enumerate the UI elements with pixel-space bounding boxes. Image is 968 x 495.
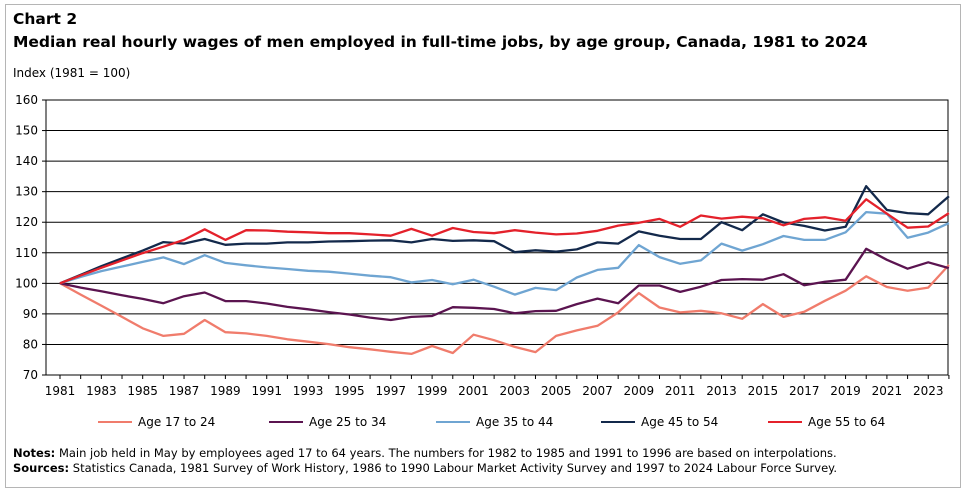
notes-block: Notes: Main job held in May by employees… [13, 446, 837, 476]
x-tick-labels: 1981 1983 1985 1987 1989 1991 1993 1995 1997 1999… [45, 384, 944, 398]
sources-text: Statistics Canada, 1981 Survey of Work H… [72, 461, 837, 475]
notes-line: Notes: Main job held in May by employees… [13, 446, 837, 461]
x-tick-label: 1981 [45, 384, 76, 398]
x-tick-label: 2017 [789, 384, 820, 398]
x-tick-label: 2011 [665, 384, 696, 398]
notes-label: Notes: [13, 446, 56, 460]
legend-item-age-17-to-24: Age 17 to 24 [98, 415, 215, 429]
legend-label: Age 55 to 64 [808, 415, 886, 429]
x-tick-label: 2007 [582, 384, 613, 398]
series-line-1 [59, 264, 950, 356]
legend-item-age-25-to-34: Age 25 to 34 [269, 415, 386, 429]
x-tick-label: 2015 [748, 384, 779, 398]
series-line-4 [59, 185, 950, 285]
x-tick-label: 1997 [375, 384, 406, 398]
legend-item-age-35-to-44: Age 35 to 44 [436, 415, 553, 429]
y-tick-label: 90 [23, 307, 38, 321]
legend-swatch [98, 421, 132, 423]
y-tick-label: 140 [15, 154, 38, 168]
legend: Age 17 to 24 Age 25 to 34 Age 35 to 44 A… [0, 415, 968, 433]
legend-swatch [768, 421, 802, 423]
x-tick-label: 1989 [210, 384, 241, 398]
x-tick-label: 2005 [541, 384, 572, 398]
y-tick-label: 120 [15, 215, 38, 229]
plot-area-border [45, 99, 949, 376]
gridlines [42, 99, 950, 379]
x-tick-label: 1993 [293, 384, 324, 398]
x-tick-label: 1983 [86, 384, 117, 398]
legend-label: Age 17 to 24 [138, 415, 216, 429]
notes-text: Main job held in May by employees aged 1… [58, 446, 837, 460]
legend-item-age-55-to-64: Age 55 to 64 [768, 415, 885, 429]
chart-frame [5, 4, 961, 488]
series-lines [59, 185, 950, 356]
legend-label: Age 45 to 54 [641, 415, 719, 429]
legend-swatch [601, 421, 635, 423]
legend-swatch [269, 421, 303, 423]
series-line-5 [59, 198, 950, 285]
x-tick-label: 1995 [334, 384, 365, 398]
x-tick-label: 2021 [872, 384, 903, 398]
series-line-3 [59, 210, 950, 296]
y-tick-label: 130 [15, 185, 38, 199]
x-tick-label: 1985 [127, 384, 158, 398]
y-tick-label: 110 [15, 246, 38, 260]
legend-label: Age 25 to 34 [309, 415, 387, 429]
legend-swatch [436, 421, 470, 423]
y-tick-label: 160 [15, 93, 38, 107]
series-line-2 [59, 247, 950, 322]
y-tick-labels: 70 80 90 100 110 120 130 140 150 160 [15, 93, 38, 382]
y-axis-unit-label: Index (1981 = 100) [13, 66, 131, 80]
x-tick-label: 1999 [417, 384, 448, 398]
y-tick-label: 80 [23, 337, 38, 351]
y-tick-label: 100 [15, 276, 38, 290]
x-tick-label: 2003 [500, 384, 531, 398]
x-tick-label: 2009 [624, 384, 655, 398]
x-tick-label: 2023 [913, 384, 944, 398]
y-tick-label: 70 [23, 368, 38, 382]
x-tick-label: 1987 [169, 384, 200, 398]
x-tick-label: 2019 [830, 384, 861, 398]
x-tick-label: 1991 [251, 384, 282, 398]
chart-title: Median real hourly wages of men employed… [13, 33, 868, 51]
chart-label: Chart 2 [13, 10, 78, 28]
sources-label: Sources: [13, 461, 70, 475]
x-tick-label: 2001 [458, 384, 489, 398]
legend-label: Age 35 to 44 [476, 415, 554, 429]
legend-item-age-45-to-54: Age 45 to 54 [601, 415, 718, 429]
y-tick-label: 150 [15, 124, 38, 138]
sources-line: Sources: Statistics Canada, 1981 Survey … [13, 461, 837, 476]
x-tick-label: 2013 [706, 384, 737, 398]
